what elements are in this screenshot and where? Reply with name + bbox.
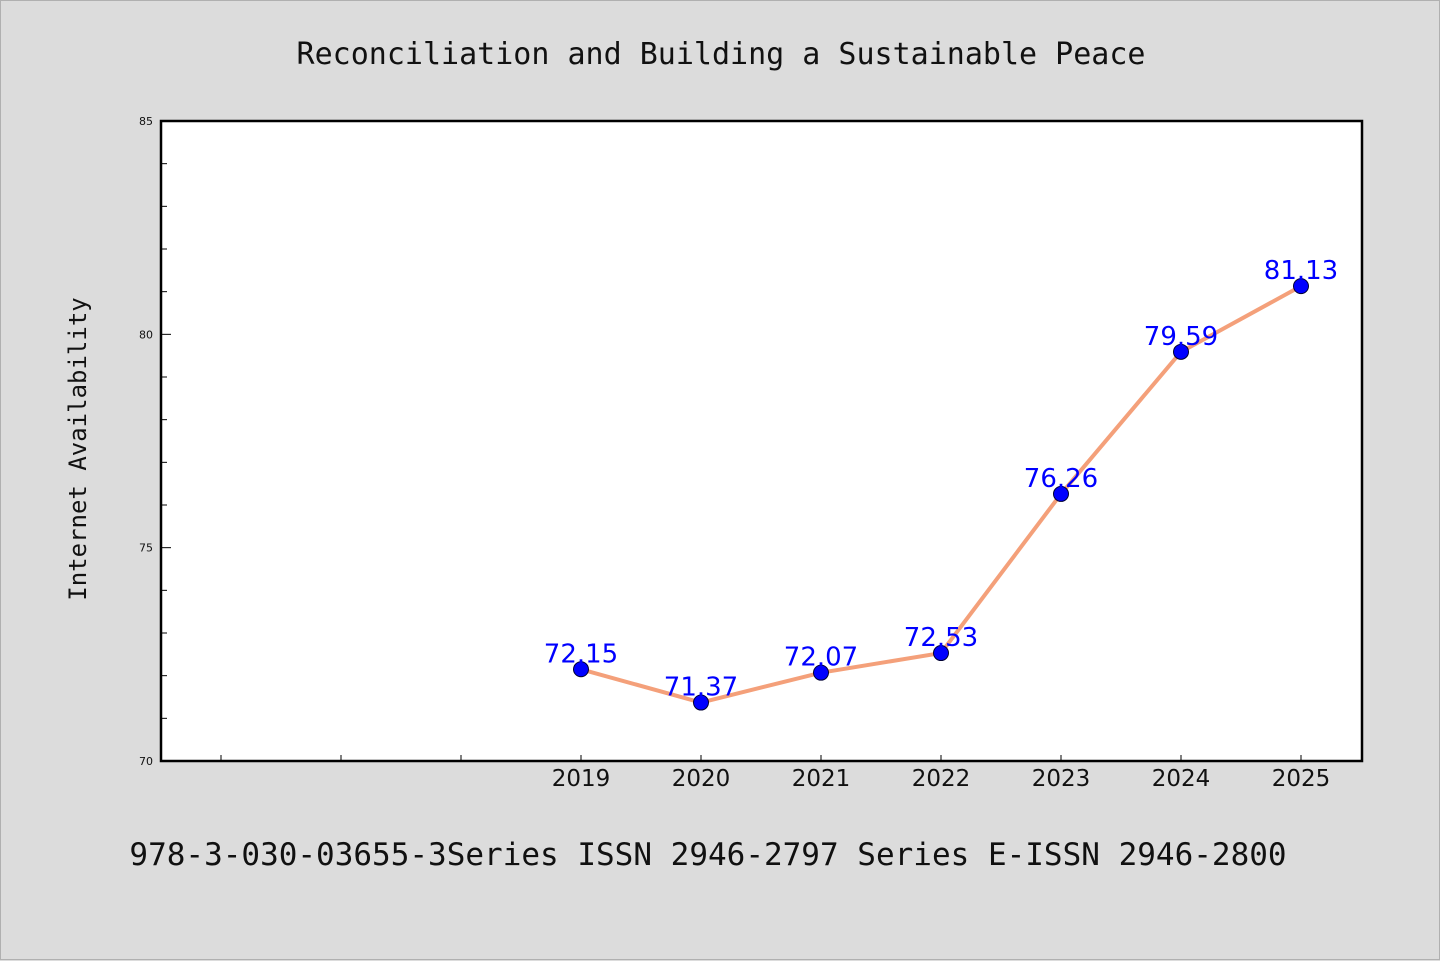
data-label: 72.53 — [904, 623, 978, 653]
data-label: 76.26 — [1024, 464, 1098, 494]
y-tick-label: 70 — [139, 755, 153, 768]
data-label: 72.15 — [544, 639, 618, 669]
footer-text: 978-3-030-03655-3Series ISSN 2946-2797 S… — [129, 837, 1286, 873]
x-tick-label: 2021 — [792, 766, 851, 792]
x-tick-label: 2020 — [672, 766, 731, 792]
x-tick-label: 2024 — [1152, 766, 1211, 792]
data-point — [933, 645, 949, 662]
x-tick-label: 2025 — [1272, 766, 1331, 792]
y-tick-label: 75 — [139, 542, 153, 555]
data-label: 79.59 — [1144, 322, 1218, 352]
data-point — [693, 694, 709, 711]
data-point — [1053, 485, 1069, 502]
series-group: 72.15 71.37 72.07 72.53 76.26 79.59 81.13 — [544, 256, 1338, 711]
data-point — [813, 664, 829, 681]
x-tick-label: 2022 — [912, 766, 971, 792]
y-tick-label: 80 — [139, 328, 153, 341]
y-tick-label: 85 — [139, 115, 153, 128]
y-axis-label: Internet Availability — [64, 297, 92, 600]
data-label: 71.37 — [664, 673, 738, 703]
x-tick-label: 2019 — [552, 766, 611, 792]
plot-frame — [159, 119, 1364, 763]
chart-title: Reconciliation and Building a Sustainabl… — [297, 37, 1146, 72]
plot-area — [161, 121, 1362, 761]
data-label: 81.13 — [1264, 256, 1338, 286]
data-point — [1293, 278, 1309, 295]
data-label: 72.07 — [784, 643, 858, 673]
data-point — [573, 661, 589, 678]
data-point — [1173, 343, 1189, 360]
x-tick-label: 2023 — [1032, 766, 1091, 792]
